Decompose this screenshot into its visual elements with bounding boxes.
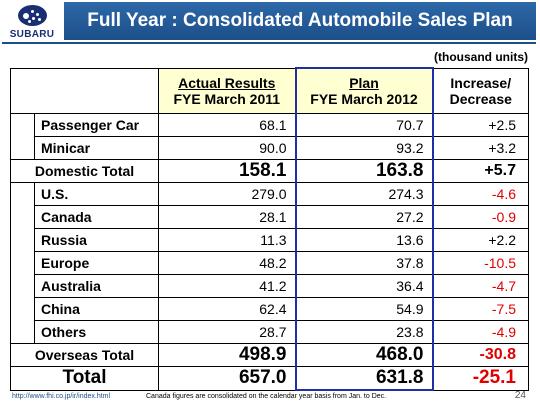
logo-wordmark: SUBARU	[9, 29, 55, 40]
row-label: Overseas Total	[10, 343, 159, 367]
header-actual: Actual Results FYE March 2011	[158, 67, 296, 114]
actual-value: 657.0	[158, 366, 296, 391]
table-row: Europe 48.2 37.8 -10.5	[11, 251, 529, 275]
table-row: Minicar 90.0 93.2 +3.2	[11, 136, 529, 160]
page-number: 24	[514, 390, 526, 401]
footer-url-link[interactable]: http://www.fhi.co.jp/ir/index.html	[12, 393, 111, 400]
row-label: Total	[10, 366, 159, 391]
header-plan: Plan FYE March 2012	[294, 67, 434, 114]
plan-value: 36.4	[294, 274, 434, 298]
row-label: Others	[34, 320, 159, 344]
table-row: Canada 28.1 27.2 -0.9	[11, 205, 529, 229]
change-value: -4.7	[432, 274, 529, 298]
change-value: +2.5	[432, 113, 529, 137]
table-row: Others 28.7 23.8 -4.9	[11, 320, 529, 344]
actual-value: 158.1	[158, 159, 296, 183]
change-value: -10.5	[432, 251, 529, 275]
actual-value: 41.2	[158, 274, 296, 298]
subaru-logo: SUBARU	[2, 2, 62, 42]
plan-value: 37.8	[294, 251, 434, 275]
title-divider	[2, 42, 536, 44]
overseas-total-row: Overseas Total 498.9 468.0 -30.8	[10, 343, 529, 367]
row-label: U.S.	[34, 182, 159, 206]
actual-value: 498.9	[158, 343, 296, 367]
grand-total-row: Total 657.0 631.8 -25.1	[10, 366, 529, 391]
page-title: Full Year : Consolidated Automobile Sale…	[87, 10, 513, 31]
plan-value: 163.8	[294, 159, 434, 183]
header-empty-cell	[10, 67, 159, 114]
plan-value: 631.8	[294, 366, 434, 391]
change-value: -7.5	[432, 297, 529, 321]
row-label: Passenger Car	[34, 113, 159, 137]
footer-note: Canada figures are consolidated on the c…	[146, 393, 387, 400]
row-label: China	[34, 297, 159, 321]
title-bar: Full Year : Consolidated Automobile Sale…	[64, 2, 536, 40]
actual-value: 90.0	[158, 136, 296, 160]
change-value: -4.9	[432, 320, 529, 344]
change-value: +5.7	[432, 159, 529, 183]
change-value: -25.1	[432, 366, 529, 391]
header-change: Increase/ Decrease	[432, 67, 529, 114]
table-row: Australia 41.2 36.4 -4.7	[11, 274, 529, 298]
plan-value: 13.6	[294, 228, 434, 252]
actual-value: 62.4	[158, 297, 296, 321]
row-label: Russia	[34, 228, 159, 252]
plan-value: 93.2	[294, 136, 434, 160]
change-value: +3.2	[432, 136, 529, 160]
plan-value: 54.9	[294, 297, 434, 321]
change-value: -4.6	[432, 182, 529, 206]
table-header-row: Actual Results FYE March 2011 Plan FYE M…	[10, 67, 529, 114]
row-label: Europe	[34, 251, 159, 275]
actual-value: 28.1	[158, 205, 296, 229]
plan-value: 23.8	[294, 320, 434, 344]
overseas-indent-cell	[10, 182, 35, 344]
plan-value: 274.3	[294, 182, 434, 206]
plan-value: 27.2	[294, 205, 434, 229]
table-row: Passenger Car 68.1 70.7 +2.5	[10, 113, 529, 160]
plan-value: 70.7	[294, 113, 434, 137]
pleiades-emblem-icon	[18, 5, 47, 26]
table-row: U.S. 279.0 274.3 -4.6	[10, 182, 529, 344]
domestic-indent-cell	[10, 113, 35, 160]
actual-value: 28.7	[158, 320, 296, 344]
actual-value: 11.3	[158, 228, 296, 252]
change-value: -30.8	[432, 343, 529, 367]
domestic-total-row: Domestic Total 158.1 163.8 +5.7	[10, 159, 529, 183]
row-label: Minicar	[34, 136, 159, 160]
row-label: Canada	[34, 205, 159, 229]
plan-value: 468.0	[294, 343, 434, 367]
units-label: (thousand units)	[434, 50, 528, 64]
actual-value: 279.0	[158, 182, 296, 206]
row-label: Domestic Total	[10, 159, 159, 183]
row-label: Australia	[34, 274, 159, 298]
actual-value: 68.1	[158, 113, 296, 137]
actual-value: 48.2	[158, 251, 296, 275]
change-value: +2.2	[432, 228, 529, 252]
sales-table: Actual Results FYE March 2011 Plan FYE M…	[10, 67, 529, 391]
table-row: Russia 11.3 13.6 +2.2	[11, 228, 529, 252]
change-value: -0.9	[432, 205, 529, 229]
table-row: China 62.4 54.9 -7.5	[11, 297, 529, 321]
